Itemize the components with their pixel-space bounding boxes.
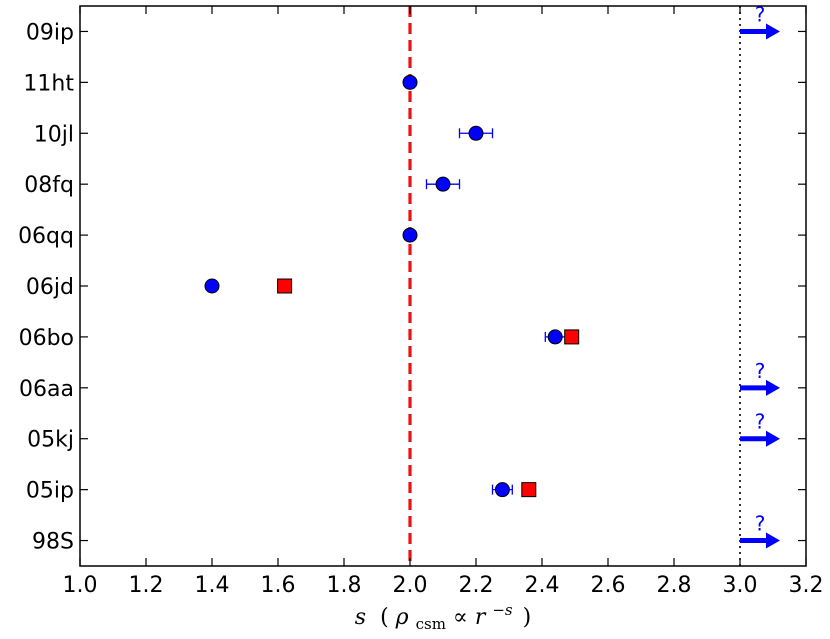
y-tick-label: 09ip xyxy=(26,20,74,45)
x-tick-label: 1.0 xyxy=(63,573,98,598)
x-tick-label: 3.2 xyxy=(789,573,824,598)
x-tick-label: 2.0 xyxy=(393,573,428,598)
data-point-circle xyxy=(402,74,418,90)
lower-limit-question-label: ? xyxy=(755,2,766,26)
y-tick-label: 06qq xyxy=(18,224,74,249)
x-axis-prop: ∝ xyxy=(453,605,468,630)
y-tick-labels: 09ip 11ht 10jl 08fq 06qq 06jd 06bo 06aa 05kj 05ip… xyxy=(18,20,74,554)
x-tick-label: 1.2 xyxy=(129,573,164,598)
x-axis-paren-close: ) xyxy=(523,605,532,630)
x-axis-r: r xyxy=(475,605,487,630)
x-tick-label: 1.4 xyxy=(195,573,230,598)
x-tick-label: 1.8 xyxy=(327,573,362,598)
y-tick-label: 06aa xyxy=(19,377,74,402)
x-axis-paren-open: ( xyxy=(380,605,389,630)
data-point-circle xyxy=(547,329,563,345)
y-tick-label: 05kj xyxy=(27,428,74,453)
x-axis-sup: −s xyxy=(492,601,513,619)
lower-limit-arrows: ???? xyxy=(740,2,780,549)
lower-limit-question-label: ? xyxy=(755,359,766,383)
y-tick-label: 08fq xyxy=(24,173,74,198)
y-tick-label: 11ht xyxy=(23,71,74,96)
lower-limit-question-label: ? xyxy=(755,410,766,434)
x-tick-label: 2.8 xyxy=(657,573,692,598)
data-point-circle xyxy=(494,482,510,498)
reference-lines xyxy=(408,6,741,566)
data-point-square xyxy=(564,329,580,345)
data-point-circle xyxy=(204,278,220,294)
data-points xyxy=(204,74,580,498)
x-axis-sub: csm xyxy=(416,615,446,633)
x-tick-label: 2.2 xyxy=(459,573,494,598)
x-tick-label: 1.6 xyxy=(261,573,296,598)
x-axis-rho: ρ xyxy=(395,605,409,630)
x-tick-label: 3.0 xyxy=(723,573,758,598)
x-tick-label: 2.6 xyxy=(591,573,626,598)
y-tick-label: 10jl xyxy=(34,122,74,147)
x-tick-label: 2.4 xyxy=(525,573,560,598)
y-tick-label: 06bo xyxy=(19,326,74,351)
data-point-circle xyxy=(468,125,484,141)
data-point-square xyxy=(277,278,293,294)
data-point-circle xyxy=(402,227,418,243)
data-point-square xyxy=(521,482,537,498)
lower-limit-question-label: ? xyxy=(755,512,766,536)
x-axis-var: s xyxy=(355,605,366,630)
lower-limit-arrowhead xyxy=(766,23,780,40)
ticks xyxy=(79,6,807,566)
x-axis-title: s ( ρ csm ∝ r −s ) xyxy=(355,596,531,635)
y-tick-label: 98S xyxy=(32,530,74,555)
x-tick-labels: 1.0 1.2 1.4 1.6 1.8 2.0 2.2 2.4 2.6 2.8 3.0 3.2 xyxy=(63,573,824,598)
lower-limit-arrowhead xyxy=(766,379,780,396)
y-tick-label: 05ip xyxy=(26,479,74,504)
y-tick-label: 06jd xyxy=(26,275,74,300)
lower-limit-arrowhead xyxy=(766,532,780,549)
lower-limit-arrowhead xyxy=(766,430,780,447)
plot-frame xyxy=(79,5,807,567)
data-point-circle xyxy=(435,176,451,192)
